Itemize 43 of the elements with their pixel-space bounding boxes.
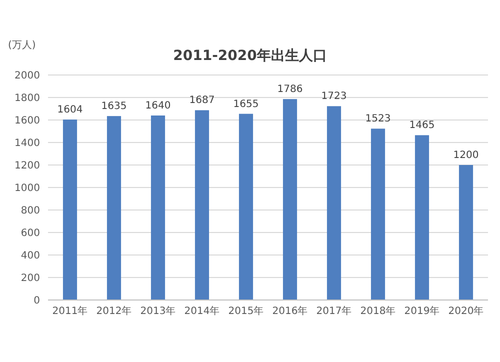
data-label: 1687 <box>189 95 215 106</box>
bar <box>194 110 210 300</box>
y-tick-label: 1400 <box>14 138 40 149</box>
x-tick-label: 2015年 <box>228 305 264 317</box>
bar <box>414 135 430 300</box>
x-tick-label: 2017年 <box>316 305 352 317</box>
x-tick-label: 2018年 <box>360 305 396 317</box>
data-label: 1640 <box>145 100 171 112</box>
data-label: 1465 <box>409 120 435 132</box>
y-tick-label: 2000 <box>14 70 40 82</box>
bar <box>150 116 166 300</box>
data-label: 1200 <box>453 150 479 161</box>
x-tick-label: 2019年 <box>404 305 440 317</box>
y-tick-label: 200 <box>20 273 40 284</box>
y-tick-label: 1600 <box>14 116 40 126</box>
bar <box>370 128 386 300</box>
data-label: 1604 <box>57 104 83 116</box>
bar <box>458 165 474 300</box>
bar <box>62 120 78 300</box>
x-tick-label: 2012年 <box>96 305 132 317</box>
data-label: 1723 <box>321 91 347 102</box>
y-tick-label: 1800 <box>14 93 40 104</box>
bar <box>238 114 254 300</box>
y-tick-label: 600 <box>20 228 40 239</box>
x-tick-label: 2016年 <box>272 305 308 317</box>
chart-title: 2011-2020年出生人口 <box>173 48 327 64</box>
y-tick-label: 1200 <box>14 160 40 172</box>
x-tick-label: 2020年 <box>448 305 484 317</box>
y-axis-title: (万人) <box>8 40 36 51</box>
y-tick-label: 800 <box>20 206 40 216</box>
x-tick-label: 2014年 <box>184 305 220 317</box>
data-label: 1635 <box>101 101 127 112</box>
data-label: 1786 <box>277 84 303 96</box>
y-tick-label: 0 <box>34 296 40 306</box>
x-tick-label: 2011年 <box>52 305 88 317</box>
bar <box>282 99 298 300</box>
bar <box>106 116 122 300</box>
y-tick-label: 1000 <box>14 183 40 194</box>
x-tick-label: 2013年 <box>140 305 176 317</box>
y-tick-label: 400 <box>20 250 40 262</box>
data-label: 1655 <box>233 98 259 110</box>
bar <box>326 106 342 300</box>
data-label: 1523 <box>365 114 391 125</box>
